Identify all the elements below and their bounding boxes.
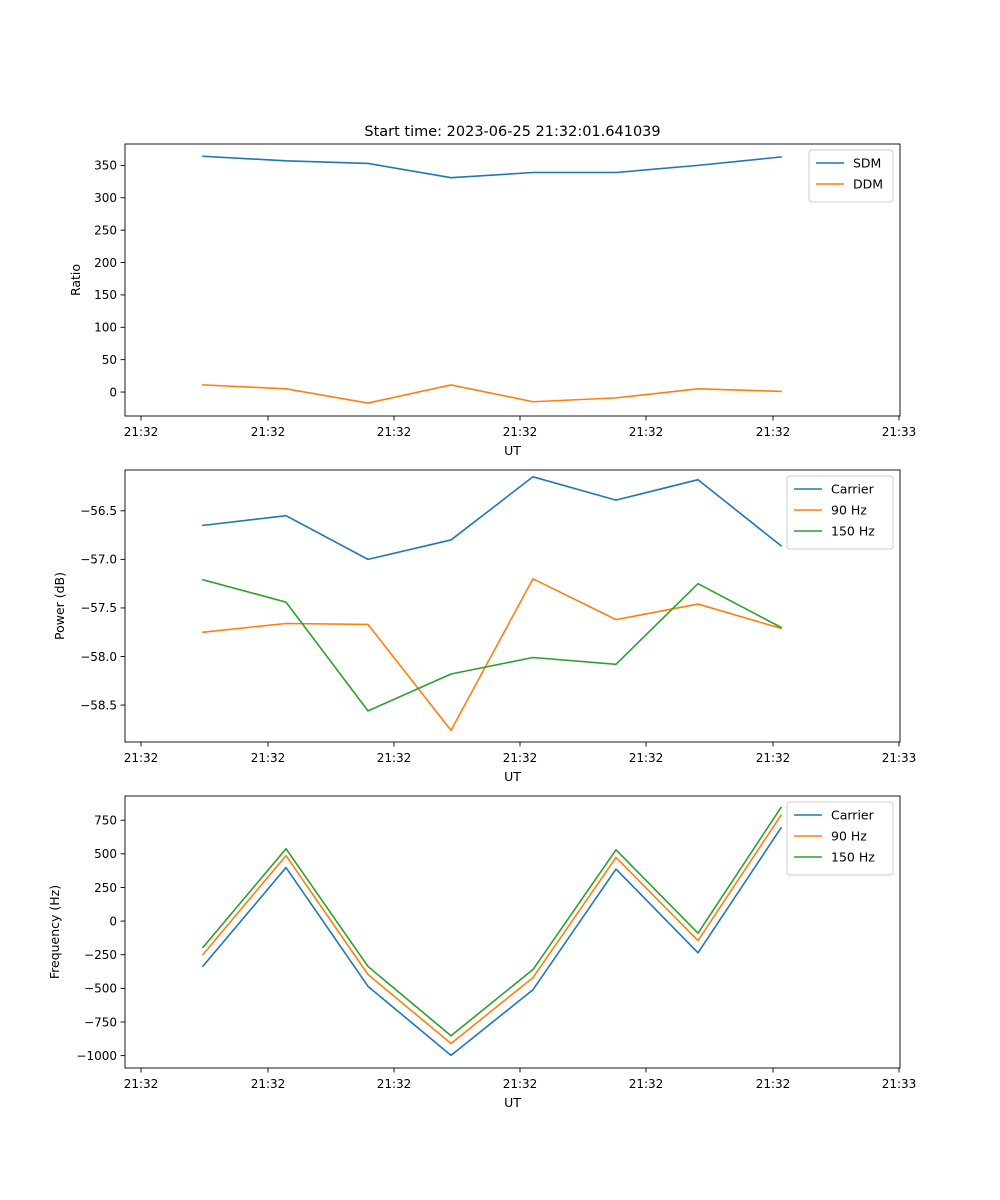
series-lines	[202, 475, 783, 732]
y-tick-label: −500	[84, 982, 117, 996]
series-line-ddm	[202, 384, 782, 404]
legend-label: Carrier	[831, 482, 875, 497]
y-tick-label: −1000	[76, 1049, 117, 1063]
legend-label: Carrier	[831, 808, 875, 823]
legend-label: DDM	[853, 177, 883, 192]
y-tick-label: −57.5	[80, 601, 117, 615]
y-tick-label: 0	[109, 914, 117, 928]
y-tick-label: 500	[94, 847, 117, 861]
x-tick-label: 21:32	[503, 751, 538, 765]
y-axis-label: Ratio	[68, 264, 83, 296]
y-tick-label: 250	[94, 223, 117, 237]
y-tick-label: −750	[84, 1015, 117, 1029]
legend-label: 150 Hz	[831, 850, 875, 865]
y-tick-label: 100	[94, 321, 117, 335]
x-tick-label: 21:32	[629, 1077, 664, 1091]
legend-label: 90 Hz	[831, 503, 867, 518]
x-tick-label: 21:32	[251, 1077, 286, 1091]
x-tick-label: 21:32	[377, 751, 412, 765]
series-line-90-hz	[202, 577, 782, 732]
y-tick-label: 50	[102, 353, 117, 367]
legend: Carrier 90 Hz 150 Hz	[786, 801, 894, 876]
x-axis-label: UT	[504, 1095, 521, 1110]
x-tick-label: 21:32	[629, 425, 664, 439]
axes-frame	[124, 469, 901, 743]
series-lines	[202, 155, 782, 404]
x-tick-label: 21:32	[756, 1077, 791, 1091]
x-tick-label: 21:33	[882, 425, 917, 439]
y-tick-label: −250	[84, 948, 117, 962]
legend: SDM DDM	[808, 149, 894, 203]
series-line-150-hz	[202, 578, 783, 712]
legend: Carrier 90 Hz 150 Hz	[786, 475, 894, 550]
x-tick-label: 21:32	[251, 751, 286, 765]
x-tick-label: 21:32	[756, 751, 791, 765]
axes-frame	[124, 795, 901, 1069]
y-axis-label: Frequency (Hz)	[47, 885, 62, 979]
chart-title: Start time: 2023-06-25 21:32:01.641039	[364, 124, 660, 140]
y-tick-label: −58.0	[80, 650, 117, 664]
x-tick-label: 21:32	[503, 425, 538, 439]
y-tick-label: 0	[109, 385, 117, 399]
y-tick-label: −56.5	[80, 504, 117, 518]
x-tick-label: 21:32	[124, 751, 159, 765]
legend-label: 150 Hz	[831, 524, 875, 539]
legend-label: 90 Hz	[831, 829, 867, 844]
y-tick-label: 200	[94, 256, 117, 270]
series-line-150-hz	[201, 806, 783, 1037]
y-axis-label: Power (dB)	[52, 572, 67, 640]
x-tick-label: 21:33	[882, 1077, 917, 1091]
x-axis-label: UT	[504, 769, 521, 784]
x-tick-label: 21:32	[377, 425, 412, 439]
x-tick-label: 21:32	[756, 425, 791, 439]
x-tick-label: 21:32	[629, 751, 664, 765]
y-tick-label: 350	[94, 159, 117, 173]
x-axis-label: UT	[504, 443, 521, 458]
series-line-carrier	[201, 826, 783, 1057]
x-tick-label: 21:32	[377, 1077, 412, 1091]
chart-panel-3: 21:32 21:32 21:32 21:32 21:32 21:32 21:33 UT −10…	[47, 795, 917, 1110]
chart-panel-1: Start time: 2023-06-25 21:32:01.641039 21…	[68, 124, 916, 458]
y-tick-label: −57.0	[80, 553, 117, 567]
series-line-90-hz	[201, 814, 783, 1045]
series-line-sdm	[202, 155, 782, 179]
y-tick-label: 150	[94, 288, 117, 302]
x-tick-label: 21:32	[503, 1077, 538, 1091]
y-tick-label: −58.5	[80, 698, 117, 712]
y-tick-label: 300	[94, 191, 117, 205]
y-tick-label: 250	[94, 881, 117, 895]
x-tick-label: 21:32	[124, 1077, 159, 1091]
y-tick-label: 750	[94, 814, 117, 828]
series-lines	[201, 806, 783, 1057]
axes-frame	[124, 143, 901, 417]
x-tick-label: 21:32	[251, 425, 286, 439]
chart-panel-2: 21:32 21:32 21:32 21:32 21:32 21:32 21:33 UT −58…	[52, 469, 917, 784]
x-tick-label: 21:32	[124, 425, 159, 439]
legend-label: SDM	[853, 156, 881, 171]
series-line-carrier	[202, 475, 783, 561]
x-tick-label: 21:33	[882, 751, 917, 765]
